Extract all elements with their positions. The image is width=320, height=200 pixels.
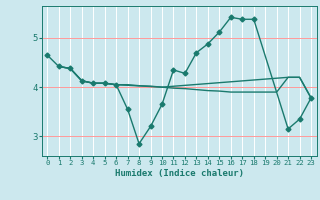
X-axis label: Humidex (Indice chaleur): Humidex (Indice chaleur) — [115, 169, 244, 178]
